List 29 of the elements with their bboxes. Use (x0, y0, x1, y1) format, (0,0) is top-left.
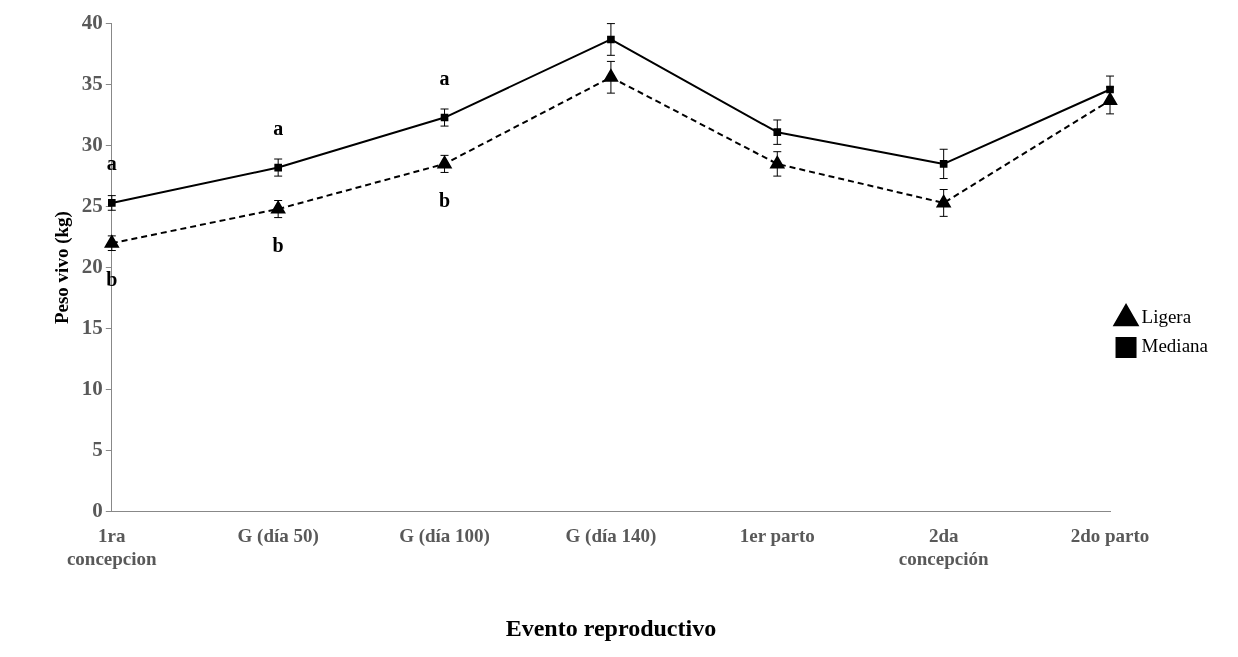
point (107, 199, 116, 207)
y-axis-title: Peso vivo (kg) (51, 211, 74, 325)
x-tick-label: 1ra concepcion (66, 524, 158, 569)
annotation: a (439, 66, 450, 89)
x-tick-label: 2do parto (1070, 524, 1150, 546)
x-tick-label: 2da concepción (898, 524, 989, 569)
annotation: b (272, 234, 284, 257)
y-tick-label: 20 (81, 254, 103, 279)
annotation: a (273, 116, 284, 139)
y-tick-label: 10 (81, 376, 103, 401)
annotation: a (106, 152, 117, 175)
y-tick-label: 40 (81, 10, 103, 35)
point (271, 201, 286, 214)
y-tick-label: 25 (81, 193, 103, 218)
legend-label: Ligera (1141, 306, 1192, 328)
x-axis-title: Evento reproductivo (505, 614, 717, 641)
y-tick-label: 15 (81, 315, 103, 340)
legend-label: Mediana (1141, 335, 1209, 357)
y-tick-label: 30 (81, 132, 103, 157)
annotation: b (438, 189, 451, 212)
annotation: b (106, 268, 118, 291)
x-tick-label: G (día 50) (237, 524, 319, 547)
x-tick-label: G (día 100) (399, 524, 490, 547)
y-tick-label: 5 (92, 437, 103, 462)
y-tick-label: 0 (92, 498, 103, 523)
y-tick-label: 35 (81, 71, 103, 96)
x-tick-label: 1er parto (739, 524, 815, 546)
x-tick-label: G (día 140) (565, 524, 657, 547)
point (773, 128, 782, 137)
